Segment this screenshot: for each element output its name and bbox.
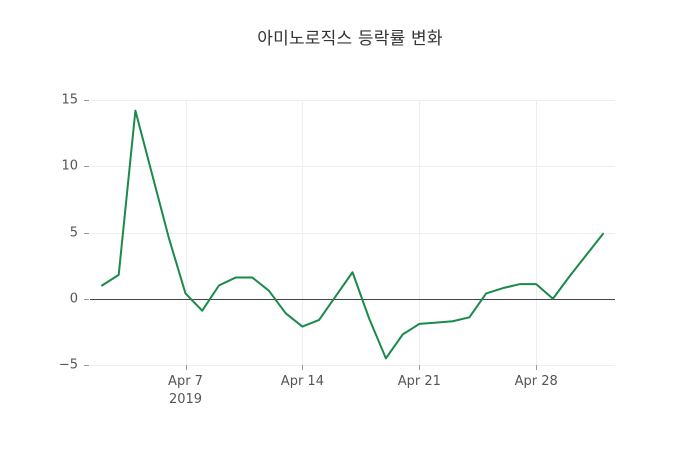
x-axis-tick-label: Apr 7 2019 bbox=[168, 374, 203, 407]
y-axis-tick-mark bbox=[84, 166, 89, 168]
gridline-horizontal bbox=[90, 365, 615, 366]
x-axis-tick-mark bbox=[185, 365, 187, 370]
series-line bbox=[101, 109, 604, 360]
y-axis-tick-mark bbox=[84, 232, 89, 234]
line-series bbox=[101, 109, 604, 360]
plot-area bbox=[90, 100, 615, 366]
y-axis-tick-mark bbox=[84, 365, 89, 366]
x-axis-tick-sublabel: 2019 bbox=[168, 392, 203, 407]
y-axis-tick-label: 10 bbox=[61, 158, 78, 174]
chart-title: 아미노로직스 등락률 변화 bbox=[257, 29, 443, 49]
y-axis: −5 0 5 10 15 bbox=[0, 93, 700, 373]
y-axis-tick-mark bbox=[84, 100, 89, 101]
x-axis: Apr 7 2019 Apr 14 Apr 21 Apr 28 bbox=[0, 365, 700, 425]
gridline-horizontal bbox=[90, 166, 615, 168]
y-axis-tick-label: 15 bbox=[61, 92, 78, 108]
y-axis-tick-label: 0 bbox=[69, 291, 78, 307]
x-axis-tick-mark bbox=[302, 365, 304, 370]
y-axis-tick-mark bbox=[84, 298, 89, 300]
y-axis-tick-label: −5 bbox=[58, 357, 78, 373]
x-axis-tick-mark bbox=[419, 365, 421, 370]
y-axis-tick-label: 5 bbox=[69, 225, 78, 240]
x-axis-tick-label: Apr 28 bbox=[514, 374, 558, 389]
zero-baseline bbox=[90, 298, 615, 300]
x-axis-tick-mark bbox=[536, 365, 538, 370]
gridline-horizontal bbox=[90, 232, 615, 234]
gridline-horizontal bbox=[90, 100, 615, 101]
x-axis-tick-label: Apr 14 bbox=[280, 374, 324, 389]
x-axis-tick-label: Apr 21 bbox=[397, 374, 441, 389]
